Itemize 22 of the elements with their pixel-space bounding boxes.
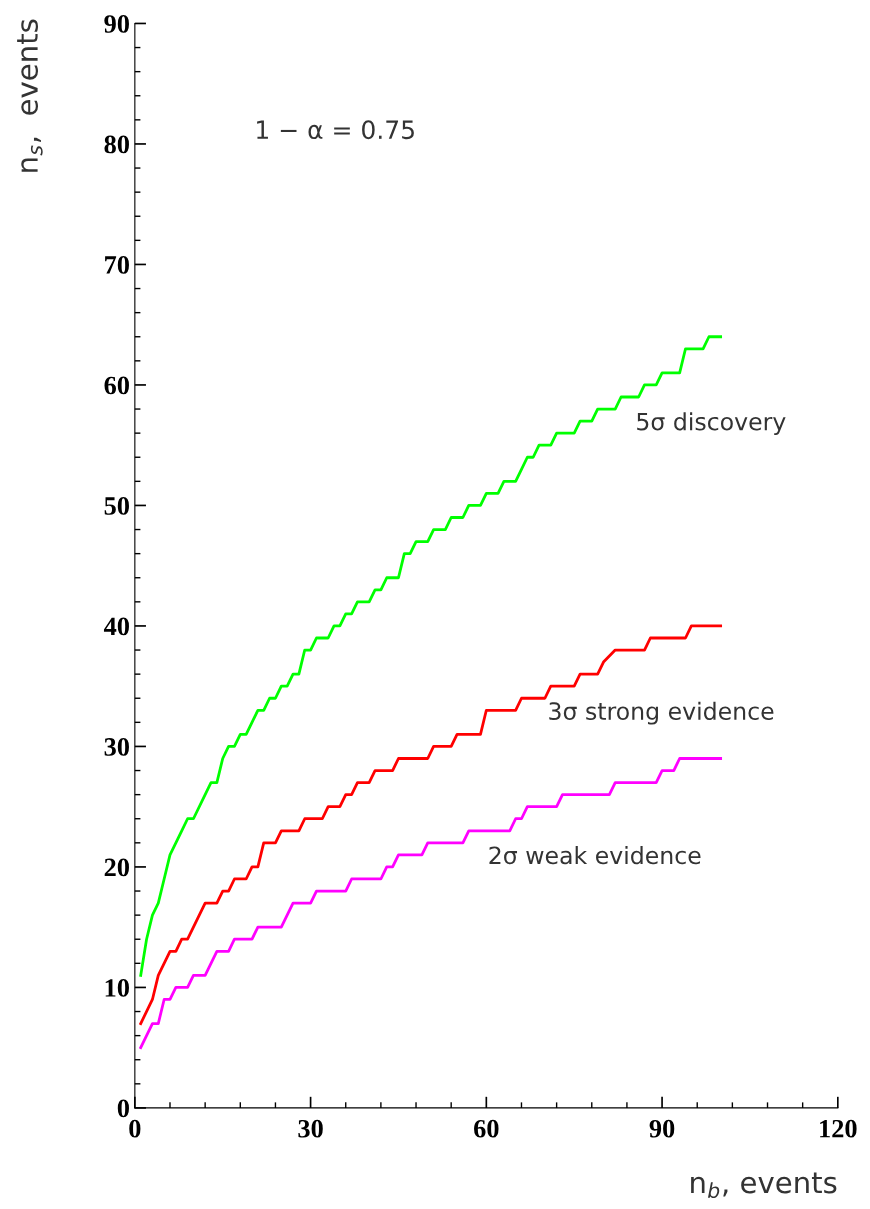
- line-series: [139, 757, 723, 1050]
- x-tick-label: 120: [820, 1119, 857, 1138]
- y-tick-label: 60: [104, 376, 129, 395]
- series-label: 2σ weak evidence: [489, 845, 701, 865]
- x-tick-label: 90: [649, 1119, 675, 1138]
- y-tick-label: 30: [104, 738, 129, 756]
- series-label: 5σ discovery: [637, 412, 786, 436]
- y-tick-label: 0: [117, 1099, 129, 1118]
- y-tick-label: 80: [104, 135, 129, 154]
- x-tick-label: 0: [129, 1119, 141, 1138]
- x-tick-label: 30: [298, 1119, 323, 1138]
- series-label: 3σ strong evidence: [549, 701, 774, 725]
- y-tick-label: 70: [105, 256, 129, 274]
- y-tick-label: 20: [104, 858, 129, 877]
- y-tick-label: 10: [105, 979, 129, 997]
- y-tick-label: 40: [103, 617, 129, 636]
- annotation: 1 − α = 0.75: [257, 120, 414, 140]
- y-tick-label: 90: [104, 15, 129, 33]
- x-tick-label: 60: [474, 1119, 499, 1138]
- y-tick-label: 50: [104, 497, 129, 515]
- x-axis-title: n$_{b}$, events: [691, 1172, 837, 1199]
- y-axis-title: n$_{s}$, events: [17, 19, 43, 172]
